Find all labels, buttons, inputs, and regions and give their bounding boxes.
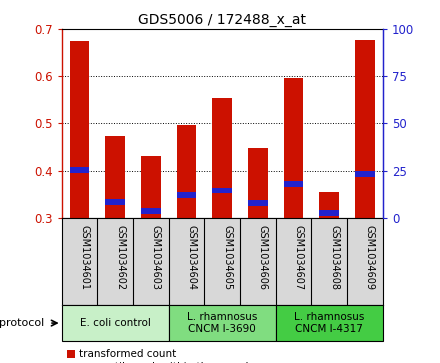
Bar — [284, 181, 304, 187]
Bar — [213, 98, 232, 218]
Bar — [355, 171, 375, 177]
Text: L. rhamnosus
CNCM I-3690: L. rhamnosus CNCM I-3690 — [187, 312, 257, 334]
Bar — [177, 192, 196, 198]
Text: GSM1034605: GSM1034605 — [222, 225, 232, 290]
Bar — [355, 40, 375, 218]
Text: GSM1034604: GSM1034604 — [187, 225, 197, 290]
Text: GSM1034608: GSM1034608 — [329, 225, 339, 290]
Bar — [248, 200, 268, 205]
Bar — [177, 125, 196, 218]
Bar — [70, 41, 89, 218]
Bar — [105, 136, 125, 218]
Bar — [248, 148, 268, 218]
Text: GSM1034602: GSM1034602 — [115, 225, 125, 290]
Text: GSM1034606: GSM1034606 — [258, 225, 268, 290]
Text: GSM1034601: GSM1034601 — [80, 225, 89, 290]
Text: L. rhamnosus
CNCM I-4317: L. rhamnosus CNCM I-4317 — [294, 312, 364, 334]
Bar — [284, 78, 304, 218]
Bar — [105, 199, 125, 205]
Bar — [319, 210, 339, 216]
Text: GSM1034609: GSM1034609 — [365, 225, 375, 290]
Bar — [169, 305, 276, 341]
Text: GSM1034603: GSM1034603 — [151, 225, 161, 290]
Bar — [141, 208, 161, 213]
Text: E. coli control: E. coli control — [80, 318, 150, 328]
Bar — [319, 192, 339, 218]
Bar — [62, 305, 169, 341]
Title: GDS5006 / 172488_x_at: GDS5006 / 172488_x_at — [138, 13, 306, 26]
Text: protocol: protocol — [0, 318, 44, 328]
Bar — [213, 188, 232, 193]
Bar — [276, 305, 383, 341]
Bar — [141, 155, 161, 218]
Bar — [70, 167, 89, 173]
Text: GSM1034607: GSM1034607 — [293, 225, 304, 290]
Legend: transformed count, percentile rank within the sample: transformed count, percentile rank withi… — [67, 349, 255, 363]
